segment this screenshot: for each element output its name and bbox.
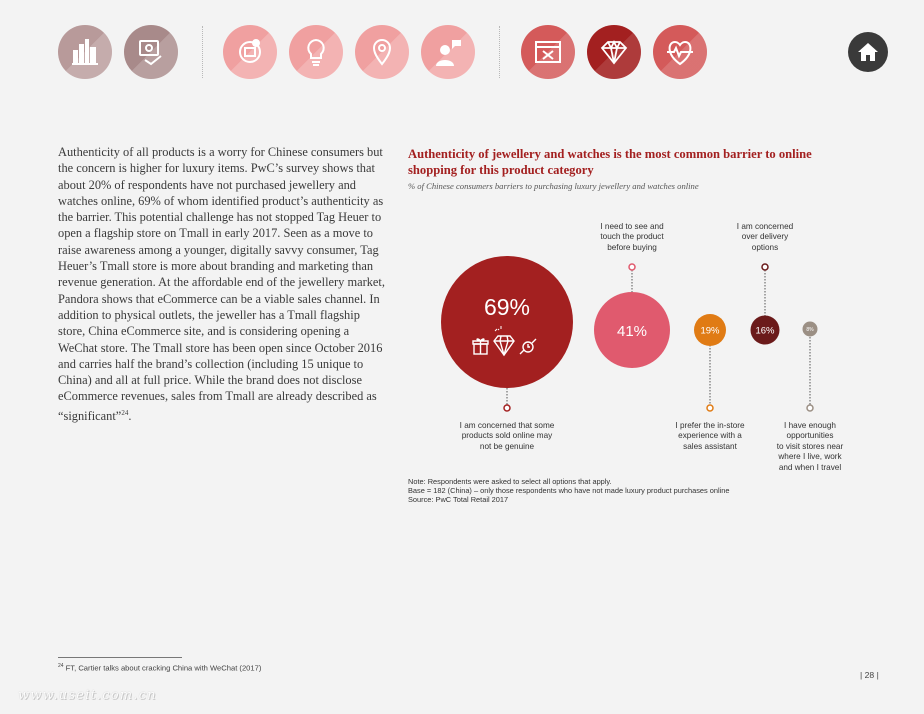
home-button[interactable] (848, 32, 888, 72)
article-paragraph-end: . (128, 408, 132, 423)
location-pin-icon (372, 39, 392, 66)
anchor-8 (806, 404, 814, 412)
category-label-16: I am concerned over delivery options (736, 222, 794, 252)
article-paragraph: Authenticity of all products is a worry … (58, 144, 388, 424)
footnote-reference[interactable]: 24 (121, 408, 129, 417)
nav-separator (499, 26, 500, 78)
anchor-69 (503, 404, 511, 412)
category-label-41: I need to see and touch the product before… (600, 222, 664, 252)
heart-pulse-icon (667, 40, 693, 66)
bubble-16 (750, 315, 780, 345)
nav-customer-chat-icon[interactable] (421, 25, 475, 79)
nav-omnichannel-icon[interactable] (223, 25, 277, 79)
diamond-icon (600, 39, 628, 65)
value-label-69: 69% (484, 294, 530, 320)
bubble-8 (802, 321, 818, 337)
tablet-shopping-icon (139, 40, 162, 66)
nav-heart-pulse-icon[interactable] (653, 25, 707, 79)
anchor-19 (706, 404, 714, 412)
nav-city-skyline-icon[interactable] (58, 25, 112, 79)
watermark: www.useit.com.cn (18, 688, 157, 703)
value-label-8: 8% (806, 327, 814, 333)
value-label-19: 19% (700, 326, 720, 337)
nav-location-pin-icon[interactable] (355, 25, 409, 79)
city-skyline-icon (72, 39, 98, 65)
page-number: | 28 | (860, 670, 879, 680)
chart-base: Base = 182 (China) – only those responde… (408, 486, 730, 496)
nav-diamond-icon[interactable] (587, 25, 641, 79)
nav-separator (202, 26, 203, 78)
home-icon (858, 43, 878, 61)
bubble-19 (694, 314, 726, 346)
gift-box-icon (472, 338, 489, 355)
omnichannel-icon (239, 39, 261, 63)
category-label-19: I prefer the in-store experience with a sa… (675, 421, 745, 451)
bubble-41 (594, 292, 670, 368)
value-label-16: 16% (755, 326, 775, 337)
anchor-16 (761, 263, 769, 271)
browser-cutlery-icon (535, 41, 561, 63)
nav-browser-cutlery-icon[interactable] (521, 25, 575, 79)
footnote: 24 FT, Cartier talks about cracking Chin… (58, 663, 262, 673)
chart-notes: Note: Respondents were asked to select a… (408, 477, 868, 505)
watch-icon (519, 338, 537, 355)
customer-chat-icon (436, 40, 461, 66)
chart-title: Authenticity of jewellery and watches is… (408, 147, 812, 177)
chart-subtitle: % of Chinese consumers barriers to purch… (408, 181, 699, 191)
nav-tablet-shopping-icon[interactable] (124, 25, 178, 79)
article-paragraph-text: Authenticity of all products is a worry … (58, 145, 385, 423)
bubble-69 (441, 256, 573, 388)
nav-lightbulb-icon[interactable] (289, 25, 343, 79)
chart-note: Note: Respondents were asked to select a… (408, 477, 612, 486)
chart-source: Source: PwC Total Retail 2017 (408, 495, 509, 505)
footnote-divider (58, 657, 182, 658)
category-label-69: I am concerned that some products sold on… (459, 421, 555, 451)
anchor-41 (628, 263, 636, 271)
bubble-chart: 69% 41% 19% 16% 8% (441, 256, 818, 412)
lightbulb-icon (307, 38, 325, 66)
category-label-8: I have enough opportunities to visit store… (776, 421, 844, 472)
diamond-icon (493, 326, 515, 357)
value-label-41: 41% (617, 323, 647, 340)
